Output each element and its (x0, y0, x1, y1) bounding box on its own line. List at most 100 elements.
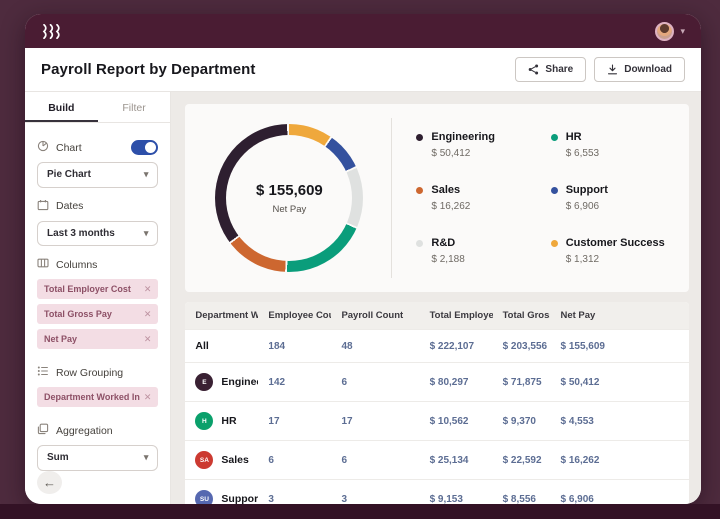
tag-remove-icon[interactable]: ✕ (143, 333, 152, 344)
legend-label: Support (565, 184, 608, 196)
user-avatar[interactable] (655, 21, 675, 41)
row-grouping-tag: Department Worked In ✕ (37, 387, 159, 407)
tag-remove-icon[interactable]: ✕ (143, 308, 152, 319)
legend-value: $ 16,262 (431, 201, 471, 212)
net-pay-cell[interactable]: $ 155,609 (550, 329, 689, 363)
report-table-panel: Department Worked In Employee Count Payr… (185, 302, 689, 504)
chevron-down-icon: ▾ (143, 452, 149, 463)
legend-color-dot (550, 239, 558, 247)
table-header-row: Department Worked In Employee Count Payr… (185, 302, 689, 330)
department-name: All (195, 340, 209, 352)
column-tag-label: Total Employer Cost (44, 284, 131, 294)
aggregation-label-text: Aggregation (56, 424, 113, 437)
total-employer-cost-cell[interactable]: $ 25,134 (419, 440, 493, 480)
total-gross-pay-cell[interactable]: $ 9,370 (492, 401, 551, 441)
column-tag-label: Total Gross Pay (44, 309, 112, 319)
department-avatar: E (195, 373, 214, 391)
payroll-count-cell[interactable]: 48 (331, 329, 420, 363)
tab-filter[interactable]: Filter (122, 102, 146, 114)
legend-label: R&D (431, 237, 456, 249)
net-pay-cell[interactable]: $ 4,553 (550, 401, 689, 441)
employee-count-cell[interactable]: 6 (258, 440, 332, 480)
legend-divider (391, 118, 393, 278)
chevron-down-icon: ▾ (143, 169, 149, 180)
share-icon (528, 64, 539, 75)
legend-item[interactable]: Support $ 6,906 (550, 184, 675, 212)
aggregation-select[interactable]: Sum ▾ (37, 445, 159, 471)
account-menu[interactable]: ▾ (655, 21, 685, 41)
chart-toggle[interactable] (131, 140, 159, 155)
total-employer-cost-cell[interactable]: $ 222,107 (419, 329, 493, 363)
chart-type-select[interactable]: Pie Chart ▾ (37, 162, 159, 188)
total-employer-cost-cell[interactable]: $ 9,153 (419, 479, 493, 504)
app-window: ▾ Payroll Report by Department Share (25, 14, 701, 504)
legend-value: $ 1,312 (565, 254, 600, 265)
rippling-logo-icon[interactable] (41, 23, 63, 39)
employee-count-cell[interactable]: 17 (258, 401, 332, 441)
legend-item[interactable]: Sales $ 16,262 (416, 184, 540, 212)
legend-label: Customer Success (565, 237, 665, 249)
legend-value: $ 2,188 (431, 254, 465, 265)
chart-panel: $ 155,609 Net Pay Engineering (185, 104, 689, 292)
employee-count-cell[interactable]: 184 (258, 329, 332, 363)
table-column-header: Payroll Count (331, 302, 420, 330)
table-column-header: Department Worked In (185, 302, 259, 330)
total-gross-pay-cell[interactable]: $ 203,556 (492, 329, 551, 363)
payroll-count-cell[interactable]: 17 (331, 401, 420, 441)
total-gross-pay-cell[interactable]: $ 8,556 (492, 479, 551, 504)
download-button-label: Download (624, 64, 672, 75)
net-pay-cell[interactable]: $ 16,262 (550, 440, 689, 480)
legend-item[interactable]: R&D $ 2,188 (416, 237, 540, 265)
row-grouping-icon (37, 365, 49, 380)
department-avatar: H (195, 412, 214, 430)
aggregation-section-label: Aggregation (37, 423, 158, 438)
total-employer-cost-cell[interactable]: $ 10,562 (419, 401, 493, 441)
legend-color-dot (416, 186, 424, 194)
legend-value: $ 6,553 (565, 148, 600, 159)
tag-remove-icon[interactable]: ✕ (143, 391, 152, 402)
table-row: All 184 48 $ 222,107 $ 203,556 $ 155,609 (185, 329, 689, 363)
columns-section-label: Columns (37, 257, 158, 272)
total-employer-cost-cell[interactable]: $ 80,297 (419, 362, 493, 402)
legend-label: Engineering (431, 131, 495, 143)
total-gross-pay-cell[interactable]: $ 22,592 (492, 440, 551, 480)
share-button[interactable]: Share (515, 57, 587, 82)
table-row: H HR 17 17 $ 10,562 $ 9,370 $ 4,553 (185, 401, 689, 441)
employee-count-cell[interactable]: 3 (258, 479, 332, 504)
tab-build[interactable]: Build (25, 92, 98, 122)
legend-item[interactable]: Engineering $ 50,412 (416, 131, 540, 159)
payroll-count-cell[interactable]: 6 (331, 362, 420, 402)
chevron-down-icon: ▾ (143, 227, 149, 238)
download-button[interactable]: Download (594, 57, 685, 82)
row-grouping-section-label: Row Grouping (37, 365, 158, 380)
legend-color-dot (416, 239, 424, 247)
report-table: Department Worked In Employee Count Payr… (185, 302, 689, 504)
dates-select[interactable]: Last 3 months ▾ (37, 220, 159, 246)
department-avatar: SU (195, 490, 214, 504)
tag-remove-icon[interactable]: ✕ (143, 283, 152, 294)
legend-item[interactable]: Customer Success $ 1,312 (550, 237, 675, 265)
department-name: Support (221, 493, 259, 504)
chart-label-text: Chart (56, 141, 82, 154)
table-body: All 184 48 $ 222,107 $ 203,556 $ 155,609 (185, 329, 689, 504)
columns-label-text: Columns (56, 258, 98, 271)
legend-label: Sales (431, 184, 461, 196)
aggregation-value: Sum (47, 452, 69, 464)
net-pay-cell[interactable]: $ 6,906 (550, 479, 689, 504)
pie-chart-icon (37, 140, 49, 155)
legend-value: $ 50,412 (431, 148, 471, 159)
net-pay-cell[interactable]: $ 50,412 (550, 362, 689, 402)
download-icon (607, 64, 618, 75)
dates-section-label: Dates (37, 199, 158, 214)
total-gross-pay-cell[interactable]: $ 71,875 (492, 362, 551, 402)
collapse-sidebar-button[interactable]: ← (37, 470, 62, 494)
legend-color-dot (550, 133, 558, 141)
report-content: $ 155,609 Net Pay Engineering (171, 92, 701, 504)
chart-legend: Engineering $ 50,412 HR $ 6,553 (416, 131, 679, 265)
employee-count-cell[interactable]: 142 (258, 362, 332, 402)
column-tag: Total Employer Cost ✕ (37, 279, 159, 299)
legend-item[interactable]: HR $ 6,553 (550, 131, 675, 159)
payroll-count-cell[interactable]: 3 (331, 479, 420, 504)
payroll-count-cell[interactable]: 6 (331, 440, 420, 480)
